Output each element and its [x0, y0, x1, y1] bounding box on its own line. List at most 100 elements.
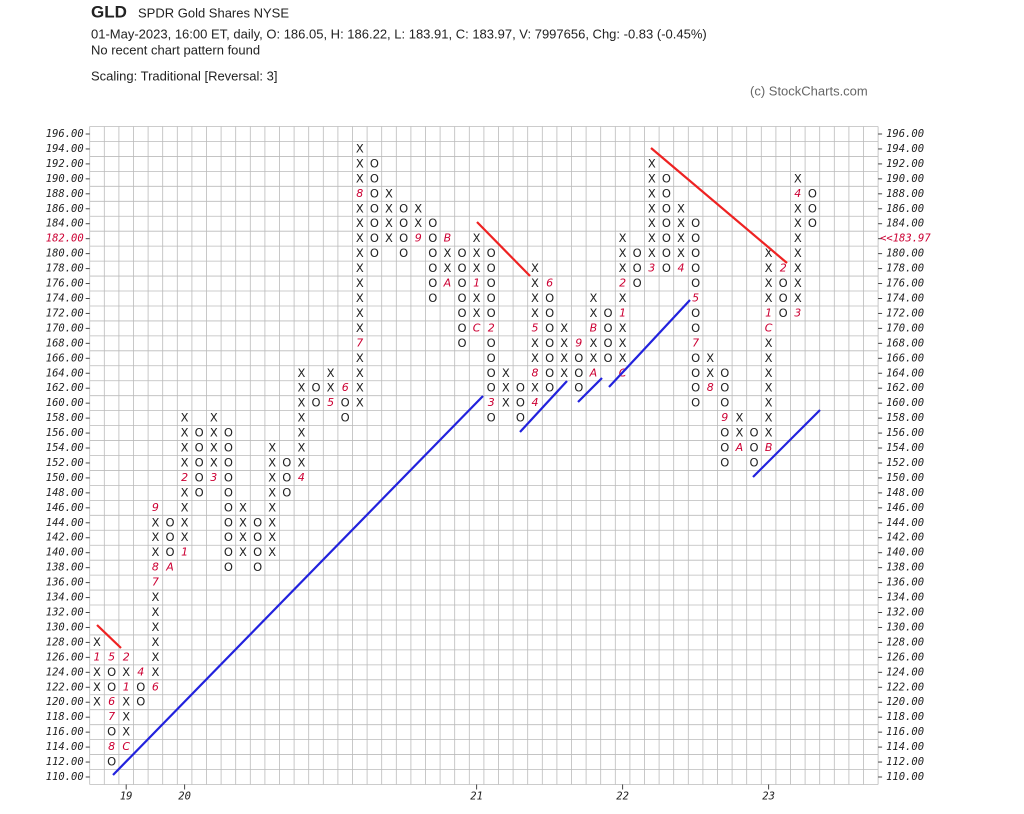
- month-marker: 1: [473, 277, 480, 290]
- x-box: X: [268, 545, 276, 559]
- o-box: O: [633, 276, 642, 290]
- y-tick-label: 128.00: [886, 636, 924, 648]
- o-box: O: [487, 366, 496, 380]
- x-box: X: [356, 321, 364, 335]
- y-tick-label: 192.00: [46, 158, 84, 170]
- o-box: O: [720, 366, 729, 380]
- y-tick-label: 152.00: [886, 457, 924, 469]
- y-tick-label: 154.00: [46, 442, 84, 454]
- support-line: [608, 299, 691, 388]
- o-box: O: [691, 246, 700, 260]
- x-box: X: [619, 231, 627, 245]
- x-box: X: [151, 620, 159, 634]
- resistance-line: [650, 147, 788, 264]
- y-tick-label: 156.00: [886, 427, 924, 439]
- copyright: (c) StockCharts.com: [750, 83, 868, 98]
- x-box: X: [181, 426, 189, 440]
- x-box: X: [239, 545, 247, 559]
- o-box: O: [487, 306, 496, 320]
- x-box: X: [560, 351, 568, 365]
- o-box: O: [224, 441, 233, 455]
- o-box: O: [457, 261, 466, 275]
- o-box: O: [662, 231, 671, 245]
- o-box: O: [282, 455, 291, 469]
- x-box: X: [385, 186, 393, 200]
- o-box: O: [428, 216, 437, 230]
- x-box: X: [268, 530, 276, 544]
- x-box: X: [560, 336, 568, 350]
- month-marker: 2: [123, 650, 130, 663]
- y-tick-label: 186.00: [46, 203, 84, 215]
- x-box: X: [706, 351, 714, 365]
- y-tick-label: 176.00: [46, 278, 84, 290]
- y-tick-label: 136.00: [46, 577, 84, 589]
- o-box: O: [720, 455, 729, 469]
- x-box: X: [473, 231, 481, 245]
- x-box: X: [385, 216, 393, 230]
- x-box: X: [794, 246, 802, 260]
- o-box: O: [545, 336, 554, 350]
- x-box: X: [443, 261, 451, 275]
- x-box: X: [531, 276, 539, 290]
- o-box: O: [603, 321, 612, 335]
- y-tick-label: 134.00: [46, 592, 84, 604]
- x-box: X: [502, 366, 510, 380]
- x-box: X: [356, 156, 364, 170]
- y-tick-label: 142.00: [46, 532, 84, 544]
- x-box: X: [210, 441, 218, 455]
- month-marker: 5: [108, 650, 115, 663]
- x-box: X: [531, 291, 539, 305]
- month-marker: 4: [137, 665, 144, 678]
- month-marker: 2: [619, 277, 626, 290]
- x-box: X: [619, 351, 627, 365]
- o-box: O: [224, 470, 233, 484]
- o-box: O: [574, 351, 583, 365]
- o-box: O: [224, 515, 233, 529]
- o-box: O: [487, 291, 496, 305]
- o-box: O: [545, 291, 554, 305]
- o-box: O: [282, 470, 291, 484]
- o-box: O: [487, 261, 496, 275]
- y-tick-label: 112.00: [886, 756, 924, 768]
- o-box: O: [165, 530, 174, 544]
- x-box: X: [122, 710, 130, 724]
- o-box: O: [720, 381, 729, 395]
- o-box: O: [195, 485, 204, 499]
- o-box: O: [808, 216, 817, 230]
- x-box: X: [619, 261, 627, 275]
- o-box: O: [428, 291, 437, 305]
- month-marker: C: [473, 321, 481, 334]
- x-box: X: [531, 381, 539, 395]
- x-box: X: [356, 291, 364, 305]
- o-box: O: [165, 515, 174, 529]
- o-box: O: [370, 201, 379, 215]
- o-box: O: [399, 231, 408, 245]
- o-box: O: [720, 426, 729, 440]
- y-tick-label: 114.00: [46, 741, 84, 753]
- resistance-line: [476, 221, 531, 277]
- month-marker: 6: [108, 695, 115, 708]
- month-marker: 5: [327, 396, 334, 409]
- y-tick-label: 158.00: [46, 412, 84, 424]
- y-tick-label: 164.00: [46, 367, 84, 379]
- x-box: X: [181, 530, 189, 544]
- x-box: X: [619, 321, 627, 335]
- month-marker: B: [765, 441, 773, 454]
- y-tick-label: 188.00: [886, 188, 924, 200]
- y-tick-label: 162.00: [46, 382, 84, 394]
- o-box: O: [603, 336, 612, 350]
- o-box: O: [691, 396, 700, 410]
- month-marker: 4: [794, 187, 801, 200]
- y-tick-label: 130.00: [46, 621, 84, 633]
- month-marker: 1: [94, 650, 101, 663]
- month-marker: 8: [108, 740, 115, 753]
- o-box: O: [457, 336, 466, 350]
- o-box: O: [749, 441, 758, 455]
- x-box: X: [151, 530, 159, 544]
- x-box: X: [502, 381, 510, 395]
- x-box: X: [765, 396, 773, 410]
- x-box: X: [502, 396, 510, 410]
- x-box: X: [181, 411, 189, 425]
- x-box: X: [677, 216, 685, 230]
- o-box: O: [195, 455, 204, 469]
